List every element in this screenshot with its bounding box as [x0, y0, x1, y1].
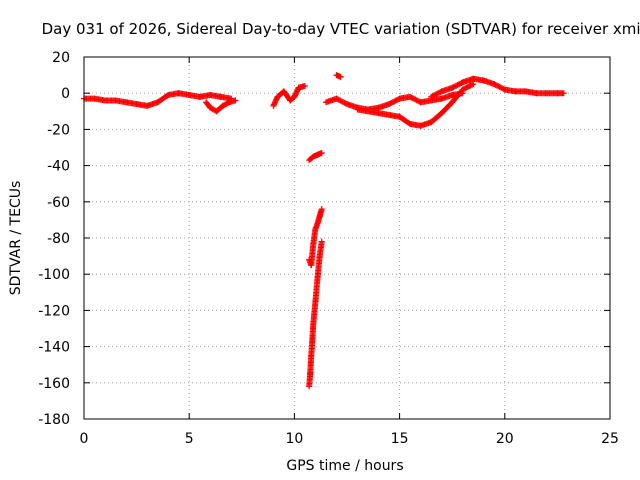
data-point: [436, 89, 443, 96]
data-point: [470, 81, 477, 88]
data-point: [430, 92, 437, 99]
data-point: [338, 98, 345, 105]
y-tick-label: -20: [47, 122, 70, 138]
data-point: [466, 83, 473, 90]
data-point: [412, 96, 419, 103]
data-point: [437, 89, 444, 96]
y-tick-label: -60: [47, 195, 70, 211]
series-track-early: [81, 90, 235, 109]
data-point: [408, 94, 415, 101]
data-points: [81, 72, 567, 390]
data-point: [232, 97, 239, 104]
plot-frame: [83, 56, 611, 420]
y-tick-label: -80: [47, 231, 70, 247]
data-point: [462, 85, 469, 92]
data-point: [318, 238, 325, 245]
data-point: [467, 82, 474, 89]
data-point: [453, 82, 460, 89]
x-tick-label: 10: [285, 431, 303, 447]
data-point: [454, 82, 461, 89]
series-cluster-9-11: [270, 82, 308, 109]
data-point: [391, 98, 398, 105]
data-point: [318, 206, 325, 213]
data-point: [334, 96, 341, 103]
chart-title: Day 031 of 2026, Sidereal Day-to-day VTE…: [42, 20, 640, 38]
data-point: [390, 99, 397, 106]
data-point: [455, 81, 462, 88]
y-axis-label: SDTVAR / TECUs: [8, 181, 24, 296]
data-point: [333, 95, 340, 102]
series-track-early-2: [203, 97, 239, 115]
y-tick-label: 20: [52, 50, 70, 66]
y-tick-label: -160: [38, 376, 70, 392]
data-point: [459, 86, 466, 93]
data-point: [449, 84, 456, 91]
data-point: [336, 96, 343, 103]
data-point: [387, 100, 394, 107]
data-point: [468, 81, 475, 88]
x-tick-label: 20: [496, 431, 514, 447]
data-point: [500, 85, 507, 92]
data-point: [415, 97, 422, 104]
series-track-late: [428, 75, 567, 100]
axis-ticks: 0 5 10 15 20 25 20 0 -20 -40 -60 -80 -100 -120 -140 -16…: [38, 50, 619, 447]
series-steep-drop-1: [306, 206, 325, 269]
data-point: [342, 100, 349, 107]
data-point: [458, 80, 465, 87]
data-point: [461, 85, 468, 92]
data-point: [386, 101, 393, 108]
data-point: [492, 81, 499, 88]
x-axis-label: GPS time / hours: [286, 458, 403, 474]
data-point: [429, 93, 436, 100]
data-point: [433, 91, 440, 98]
data-point: [340, 99, 347, 106]
data-point: [393, 96, 400, 103]
y-tick-label: -140: [38, 340, 70, 356]
data-point: [318, 149, 325, 156]
series-blip-12: [333, 72, 344, 80]
data-point: [411, 95, 418, 102]
data-point: [499, 85, 506, 92]
data-point: [497, 84, 504, 91]
data-point: [413, 97, 420, 104]
data-point: [464, 83, 471, 90]
data-point: [337, 73, 344, 80]
y-tick-label: -120: [38, 303, 70, 319]
data-point: [493, 82, 500, 89]
series-track-mid-2: [354, 81, 477, 129]
x-tick-label: 0: [80, 431, 89, 447]
series-isolated-segment: [306, 149, 325, 164]
data-point: [409, 95, 416, 102]
data-point: [341, 99, 348, 106]
y-tick-label: -40: [47, 159, 70, 175]
data-point: [432, 91, 439, 98]
data-point: [392, 97, 399, 104]
series-steep-drop-2: [306, 238, 325, 390]
data-point: [407, 93, 414, 100]
data-point: [434, 90, 441, 97]
y-tick-label: -180: [38, 412, 70, 428]
y-tick-label: -100: [38, 267, 70, 283]
data-point: [428, 93, 435, 100]
data-point: [395, 96, 402, 103]
data-point: [301, 82, 308, 89]
data-point: [450, 84, 457, 91]
grid: [84, 57, 610, 419]
data-point: [451, 83, 458, 90]
data-point: [496, 83, 503, 90]
x-tick-label: 5: [185, 431, 194, 447]
data-point: [495, 83, 502, 90]
data-point: [463, 84, 470, 91]
data-point: [560, 90, 567, 97]
x-tick-label: 25: [601, 431, 619, 447]
data-point: [388, 99, 395, 106]
data-point: [337, 97, 344, 104]
data-point: [491, 81, 498, 88]
data-point: [457, 80, 464, 87]
x-tick-label: 15: [391, 431, 409, 447]
y-tick-label: 0: [61, 86, 70, 102]
